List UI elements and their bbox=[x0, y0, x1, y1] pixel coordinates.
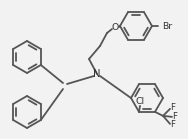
Text: Br: Br bbox=[162, 22, 172, 30]
Text: F: F bbox=[171, 103, 176, 112]
Text: O: O bbox=[111, 23, 119, 32]
Text: F: F bbox=[171, 120, 176, 129]
Text: F: F bbox=[173, 112, 177, 121]
Text: Cl: Cl bbox=[135, 97, 145, 106]
Text: N: N bbox=[93, 69, 101, 79]
